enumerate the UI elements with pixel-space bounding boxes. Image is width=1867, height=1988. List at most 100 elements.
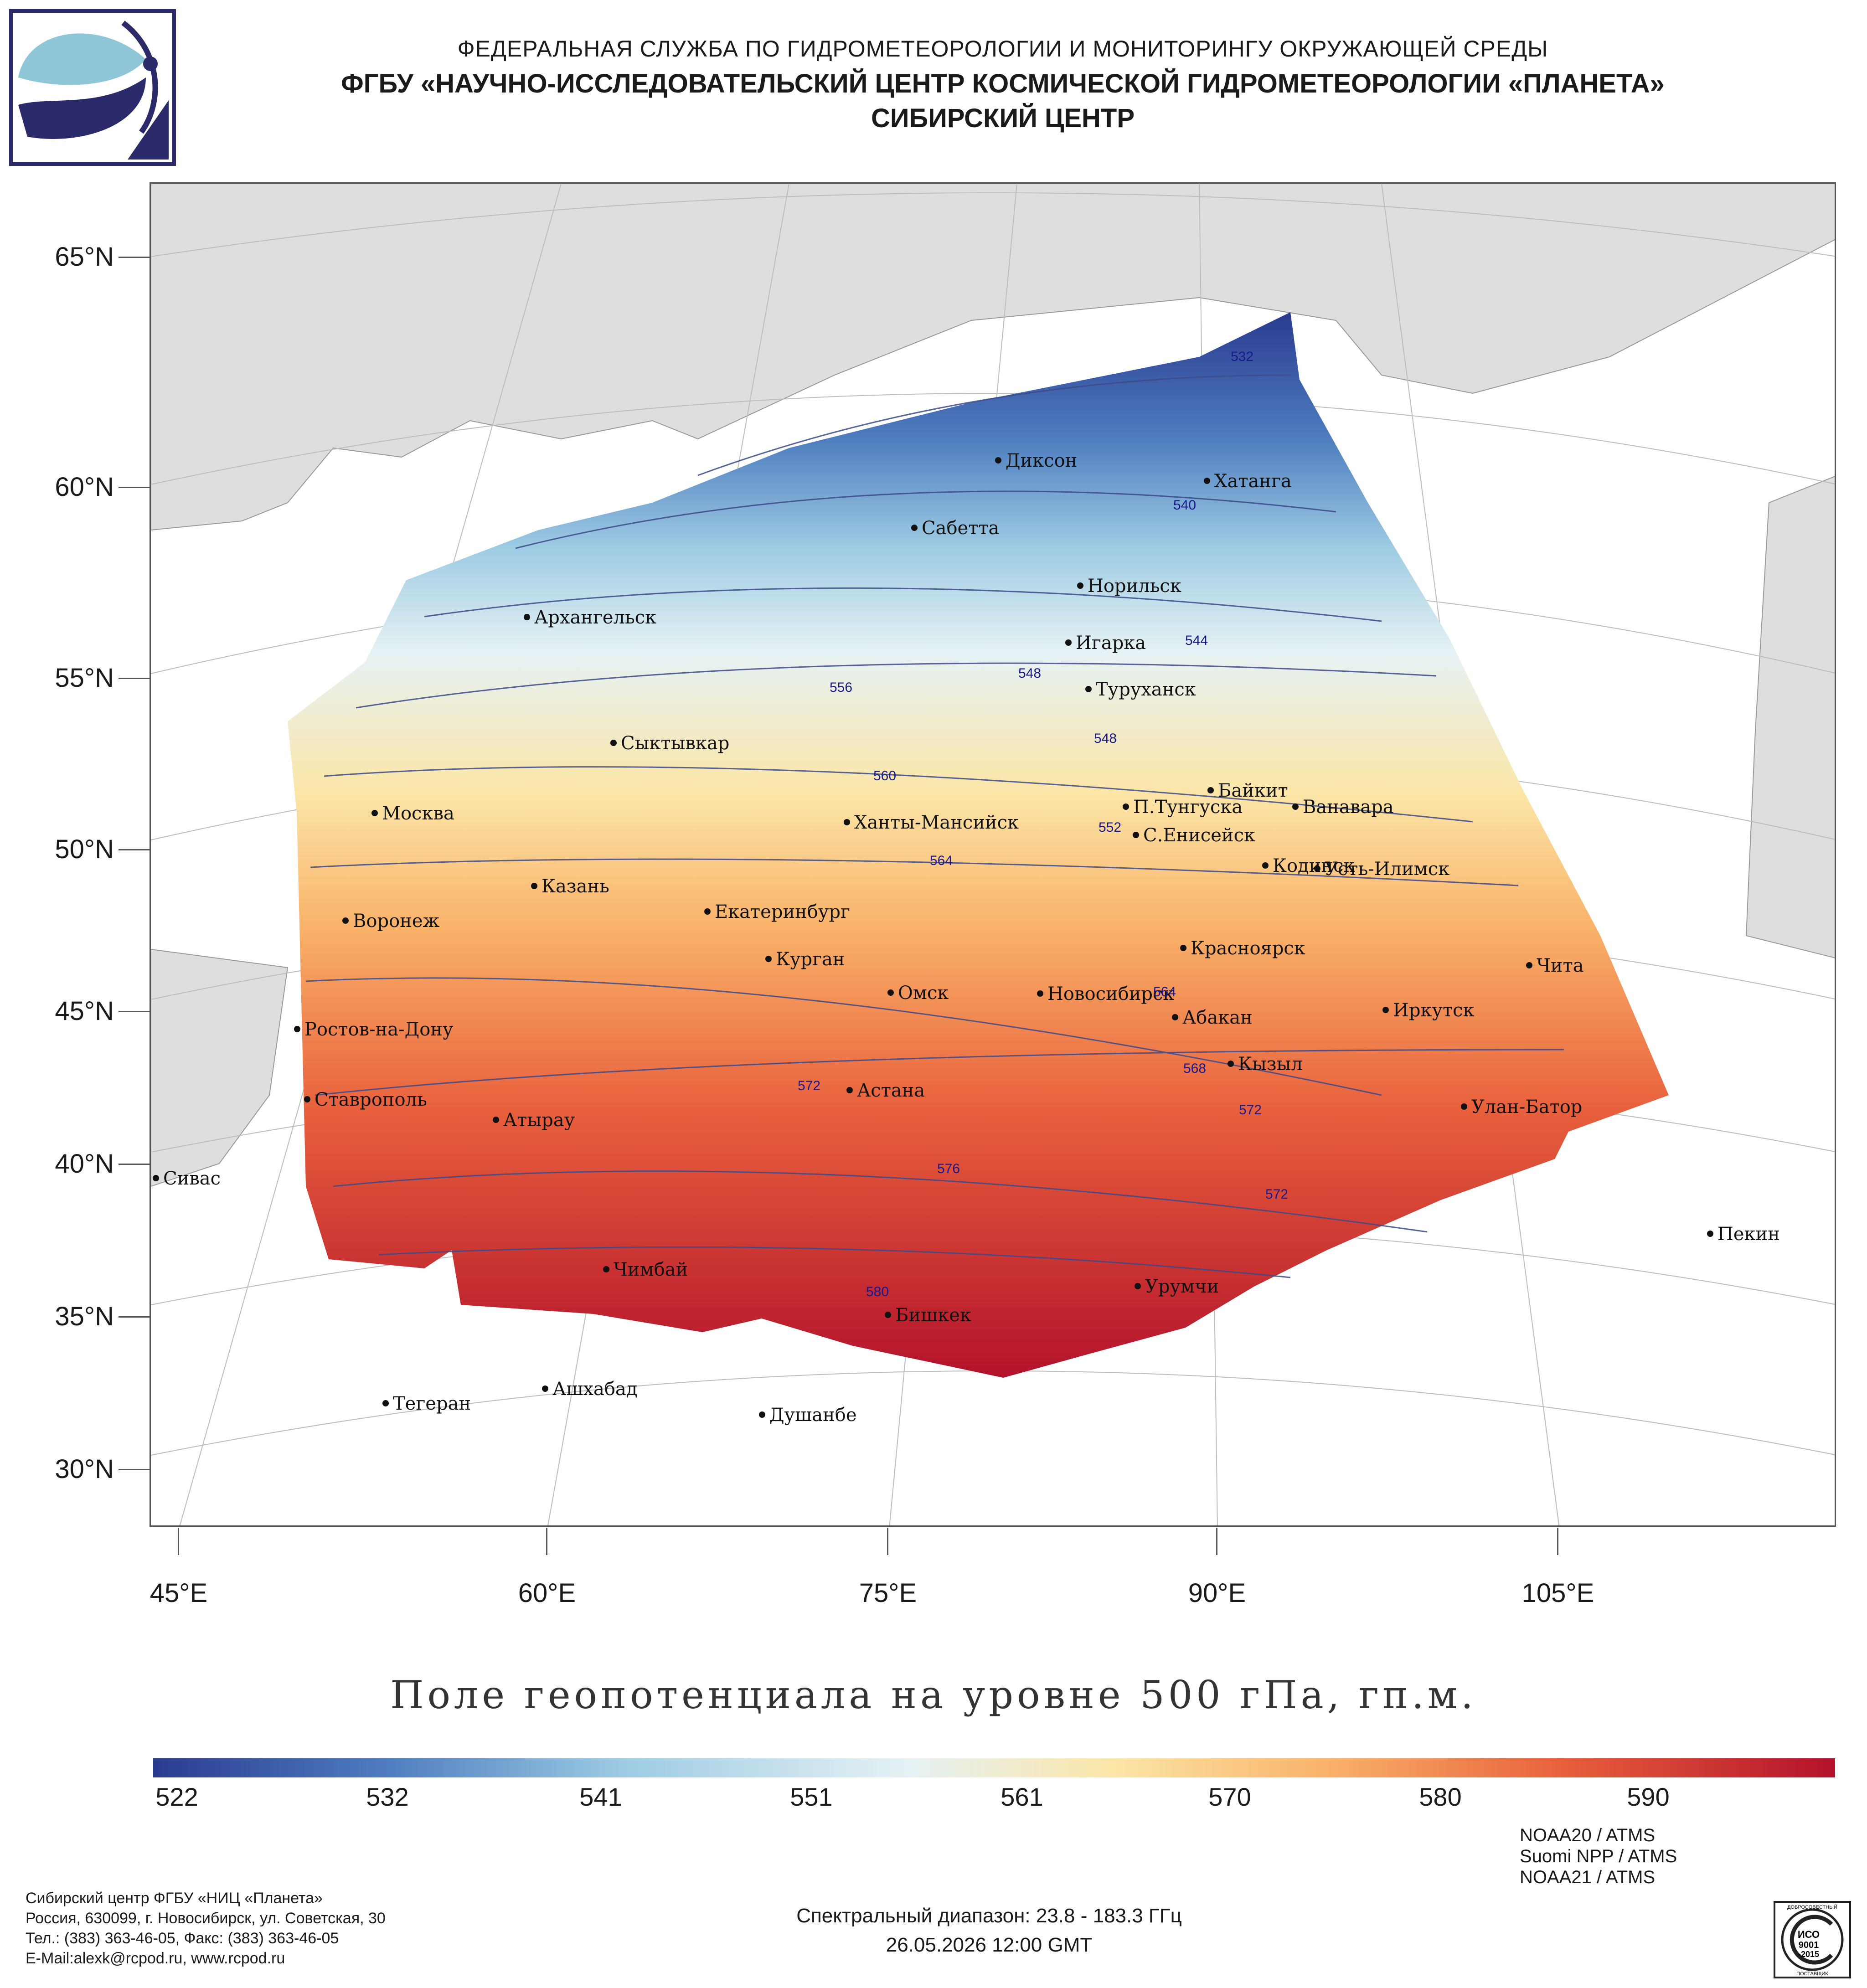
city-label: Сабетта (922, 518, 999, 539)
header-institute: ФГБУ «НАУЧНО-ИССЛЕДОВАТЕЛЬСКИЙ ЦЕНТР КОС… (341, 69, 1665, 98)
contour-value-label: 572 (798, 1078, 820, 1093)
lat-label-65: 65°N (55, 242, 114, 272)
lon-label-75: 75°E (859, 1578, 917, 1608)
land-areas (151, 184, 1835, 1187)
city-label: Абакан (1182, 1007, 1253, 1028)
contour-value-label: 556 (830, 680, 852, 695)
geopotential-contours (305, 374, 1564, 1278)
iso-certification-seal: ИСО 9001 -2015 ДОБРОСОВЕСТНЫЙ ПОСТАВЩИК (1774, 1901, 1851, 1978)
city-label: Кызыл (1238, 1054, 1303, 1075)
svg-text:ПОСТАВЩИК: ПОСТАВЩИК (1796, 1971, 1828, 1977)
contour-value-label: 568 (1183, 1061, 1206, 1076)
city-label: Сыктывкар (621, 733, 729, 754)
satellite-3: NOAA21 / ATMS (1520, 1867, 1656, 1887)
map-title: Поле геопотенциала на уровне 500 гПа, гп… (390, 1673, 1477, 1717)
spectral-range: Спектральный диапазон: 23.8 - 183.3 ГГц (796, 1905, 1182, 1927)
contour-value-label: 548 (1094, 731, 1117, 746)
svg-text:ДОБРОСОВЕСТНЫЙ: ДОБРОСОВЕСТНЫЙ (1787, 1904, 1837, 1910)
colorbar-tick-label: 541 (579, 1782, 622, 1811)
city-label: П.Тунгуска (1133, 797, 1243, 818)
contour-labels: 532 540 544 548 548 556 552 560 564 564 568 576 580 5… (798, 349, 1288, 1299)
satellite-2: Suomi NPP / ATMS (1520, 1846, 1677, 1866)
contour-value-label: 580 (866, 1284, 889, 1299)
colorbar-tick-label: 522 (155, 1782, 198, 1811)
city-marker-dot (1135, 1283, 1141, 1289)
city-marker-dot (524, 614, 530, 620)
city-marker-dot (1204, 478, 1210, 484)
city-marker-dot (603, 1266, 609, 1272)
city-label: Ставрополь (315, 1089, 427, 1110)
lat-tick (119, 487, 150, 488)
city-marker-dot (304, 1096, 310, 1102)
lat-tick (119, 849, 150, 850)
city-marker-dot (885, 1312, 891, 1318)
city-marker-dot (844, 819, 850, 825)
city-label: Пекин (1717, 1224, 1780, 1245)
colorbar-tick-label: 570 (1208, 1782, 1251, 1811)
city-marker-dot (542, 1385, 548, 1392)
city-marker-dot (1077, 582, 1083, 589)
footer-spectral-info: Спектральный диапазон: 23.8 - 183.3 ГГц … (638, 1901, 1340, 1960)
contour-value-label: 564 (1153, 984, 1176, 999)
city-marker-dot (1085, 686, 1092, 692)
city-marker-dot (1526, 962, 1532, 968)
city-label: Хатанга (1214, 471, 1292, 492)
colorbar-tick-label: 532 (366, 1782, 409, 1811)
lat-tick (119, 678, 150, 679)
city-label: Архангельск (534, 607, 656, 628)
lon-label-60: 60°E (518, 1578, 576, 1608)
lat-label-45: 45°N (55, 996, 114, 1026)
city-marker-dot (887, 989, 894, 996)
city-marker-dot (1133, 832, 1139, 838)
contour-value-label: 560 (873, 768, 896, 783)
lon-label-45: 45°E (150, 1578, 208, 1608)
city-marker-dot (1123, 803, 1129, 810)
city-label: Астана (857, 1080, 925, 1101)
city-label: Курган (776, 949, 845, 970)
city-label: Игарка (1076, 633, 1146, 654)
city-marker-dot (704, 908, 711, 915)
city-label: Екатеринбург (715, 901, 850, 922)
geopotential-map (151, 184, 1835, 1525)
city-marker-dot (759, 1411, 765, 1418)
lat-label-50: 50°N (55, 834, 114, 864)
city-label: Новосибирск (1047, 984, 1174, 1004)
header-agency: ФЕДЕРАЛЬНАЯ СЛУЖБА ПО ГИДРОМЕТЕОРОЛОГИИ … (457, 36, 1548, 62)
city-marker-dot (153, 1175, 159, 1181)
city-marker-dot (1207, 787, 1214, 793)
city-marker-dot (995, 457, 1001, 464)
map-overlay: Диксон Хатанга Сабетта Норильск Игарка Арханг… (153, 349, 1780, 1426)
city-marker-dot (371, 810, 378, 816)
lat-label-55: 55°N (55, 663, 114, 693)
city-label: Казань (542, 876, 609, 897)
city-label: С.Енисейск (1143, 825, 1255, 846)
city-label: Байкит (1218, 780, 1288, 801)
lat-tick (119, 1469, 150, 1470)
contour-value-label: 576 (937, 1161, 960, 1176)
colorbar-tick-label: 590 (1627, 1782, 1670, 1811)
city-label: Сивас (163, 1168, 221, 1189)
contour-value-label: 548 (1018, 666, 1041, 681)
city-label: Ростов-на-Дону (304, 1019, 454, 1040)
lon-tick (178, 1528, 179, 1555)
footer-address: Россия, 630099, г. Новосибирск, ул. Сове… (26, 1910, 386, 1927)
city-marker-dot (765, 956, 772, 962)
city-label: Урумчи (1145, 1276, 1219, 1297)
contour-value-label: 544 (1185, 633, 1208, 648)
lon-tick (1216, 1528, 1217, 1555)
colorbar-tick-label: 580 (1419, 1782, 1462, 1811)
satellite-list: NOAA20 / ATMS Suomi NPP / ATMS NOAA21 / … (1520, 1825, 1677, 1888)
city-label: Душанбе (769, 1405, 857, 1426)
city-marker-dot (531, 883, 537, 889)
lat-label-30: 30°N (55, 1454, 114, 1484)
header-center: СИБИРСКИЙ ЦЕНТР (871, 103, 1135, 133)
lat-label-60: 60°N (55, 472, 114, 502)
city-marker-dot (1707, 1231, 1713, 1237)
lon-tick (546, 1528, 547, 1555)
contour-value-label: 564 (930, 853, 953, 868)
lat-tick (119, 1316, 150, 1318)
city-label: Туруханск (1096, 679, 1196, 700)
city-label: Чимбай (614, 1259, 688, 1280)
lat-tick (119, 257, 150, 258)
city-label: Красноярск (1191, 938, 1305, 959)
